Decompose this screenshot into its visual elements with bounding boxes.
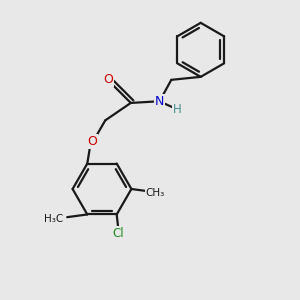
Text: H: H bbox=[173, 103, 182, 116]
Text: Cl: Cl bbox=[112, 227, 124, 240]
Text: N: N bbox=[154, 95, 164, 108]
Text: O: O bbox=[87, 135, 97, 148]
Text: CH₃: CH₃ bbox=[146, 188, 165, 199]
Text: H₃C: H₃C bbox=[44, 214, 63, 224]
Text: O: O bbox=[103, 73, 112, 86]
